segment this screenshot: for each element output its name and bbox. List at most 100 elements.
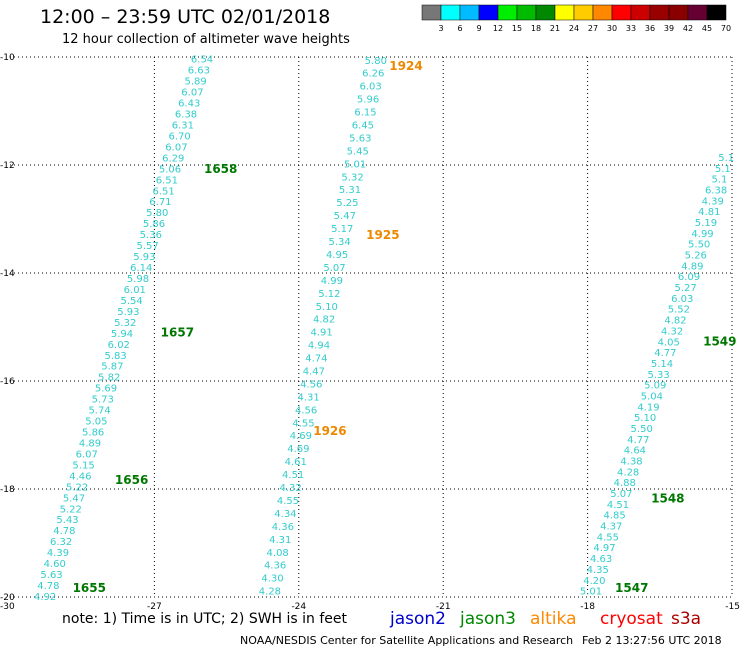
swh-value-point: 4.37: [600, 522, 622, 533]
swh-value-point: 4.64: [624, 446, 646, 457]
color-scale-label: 45: [702, 24, 712, 33]
swh-value-point: 4.92: [34, 592, 56, 603]
swh-value-point: 5.45: [347, 146, 369, 157]
swh-value-point: 4.78: [37, 581, 59, 592]
color-scale-swatch: [554, 4, 575, 21]
swh-value-point: 4.20: [583, 576, 605, 587]
swh-value-point: 4.39: [47, 548, 69, 559]
swh-value-point: 4.32: [279, 483, 301, 494]
swh-value-point: 5.07: [323, 263, 345, 274]
swh-value-point: 4.55: [292, 418, 314, 429]
color-scale-swatch: [649, 4, 670, 21]
swh-value-point: 4.91: [310, 328, 332, 339]
color-scale-label: 36: [645, 24, 655, 33]
x-tick-label: -27: [147, 602, 162, 612]
swh-value-point: 4.30: [261, 574, 283, 585]
chart-subtitle: 12 hour collection of altimeter wave hei…: [62, 32, 350, 47]
swh-value-point: 5.50: [688, 240, 710, 251]
swh-value-point: 6.03: [671, 294, 693, 305]
swh-value-point: 4.39: [702, 196, 724, 207]
swh-value-point: 4.77: [654, 348, 676, 359]
swh-value-point: 4.35: [587, 565, 609, 576]
swh-value-point: 5.1: [718, 153, 734, 164]
footer-credit: NOAA/NESDIS Center for Satellite Applica…: [240, 634, 574, 647]
swh-value-point: 5.80: [146, 208, 168, 219]
color-scale-swatch: [535, 4, 556, 21]
swh-value-point: 4.94: [308, 341, 330, 352]
swh-value-point: 4.74: [305, 354, 327, 365]
swh-value-point: 5.87: [101, 362, 123, 373]
swh-value-point: 5.83: [104, 351, 126, 362]
color-scale-swatch: [668, 4, 689, 21]
time-label: 1547: [615, 581, 648, 595]
footer-note: note: 1) Time is in UTC; 2) SWH is in fe…: [62, 611, 348, 627]
color-scale-swatch: [611, 4, 632, 21]
color-scale-label: 15: [512, 24, 522, 33]
swh-value-point: 5.80: [365, 56, 387, 67]
satellite-s3a-label: s3a: [671, 609, 702, 629]
time-label: 1657: [161, 325, 194, 339]
swh-value-point: 4.55: [597, 532, 619, 543]
swh-value-point: 4.51: [282, 470, 304, 481]
swh-value-point: 4.38: [620, 457, 642, 468]
swh-value-point: 6.38: [175, 110, 197, 121]
swh-value-point: 4.19: [637, 402, 659, 413]
color-scale-swatch: [478, 4, 499, 21]
satellite-jason3-label: jason3: [460, 609, 516, 629]
swh-value-point: 5.82: [98, 373, 120, 384]
swh-value-point: 5.86: [82, 428, 104, 439]
swh-value-point: 4.81: [698, 207, 720, 218]
swh-value-point: 4.85: [604, 511, 626, 522]
satellite-jason2-label: jason2: [390, 609, 446, 629]
swh-value-point: 4.36: [272, 522, 294, 533]
swh-value-point: 4.97: [593, 543, 615, 554]
swh-value-point: 4.05: [658, 337, 680, 348]
swh-value-point: 4.55: [277, 496, 299, 507]
color-scale-label: 39: [664, 24, 674, 33]
swh-value-point: 5.32: [341, 172, 363, 183]
swh-value-point: 5.22: [60, 504, 82, 515]
swh-value-point: 5.43: [56, 515, 78, 526]
swh-value-point: 4.47: [303, 367, 325, 378]
swh-value-point: 4.89: [681, 261, 703, 272]
swh-value-point: 5.32: [114, 318, 136, 329]
swh-value-point: 5.26: [685, 251, 707, 262]
time-label: 1655: [73, 581, 106, 595]
swh-value-point: 5.73: [92, 395, 114, 406]
swh-value-point: 5.93: [133, 252, 155, 263]
swh-value-point: 6.03: [360, 82, 382, 93]
swh-value-point: 5.05: [85, 417, 107, 428]
swh-value-point: 5.17: [331, 224, 353, 235]
y-tick-label: -16: [0, 377, 15, 387]
y-tick-label: -20: [0, 593, 15, 603]
color-scale-swatch: [459, 4, 480, 21]
grid-layer: [10, 56, 733, 598]
color-scale-label: 30: [607, 24, 617, 33]
color-scale-label: 24: [569, 24, 579, 33]
swh-value-point: 4.56: [300, 379, 322, 390]
swh-value-point: 5.12: [318, 289, 340, 300]
swh-value-point: 4.99: [691, 229, 713, 240]
swh-value-point: 5.01: [344, 159, 366, 170]
y-tick-label: -14: [0, 269, 15, 279]
swh-value-point: 5.25: [336, 198, 358, 209]
swh-value-point: 6.01: [124, 285, 146, 296]
swh-value-point: 4.78: [53, 526, 75, 537]
swh-value-point: 5.54: [120, 296, 142, 307]
swh-value-point: 5.47: [334, 211, 356, 222]
time-label: 1924: [389, 59, 422, 73]
swh-value-point: 5.14: [651, 359, 673, 370]
swh-value-point: 4.88: [614, 478, 636, 489]
swh-value-point: 4.95: [326, 250, 348, 261]
time-label: 1658: [204, 162, 237, 176]
swh-value-point: 5.93: [117, 307, 139, 318]
color-scale-swatch: [421, 4, 442, 21]
swh-value-point: 5.33: [647, 370, 669, 381]
swh-value-point: 5.86: [143, 219, 165, 230]
color-scale-swatch: [497, 4, 518, 21]
swh-value-point: 6.51: [152, 186, 174, 197]
time-label: 1925: [366, 228, 399, 242]
swh-value-point: 4.31: [269, 535, 291, 546]
swh-value-point: 5.22: [66, 482, 88, 493]
color-scale-label: 42: [683, 24, 693, 33]
